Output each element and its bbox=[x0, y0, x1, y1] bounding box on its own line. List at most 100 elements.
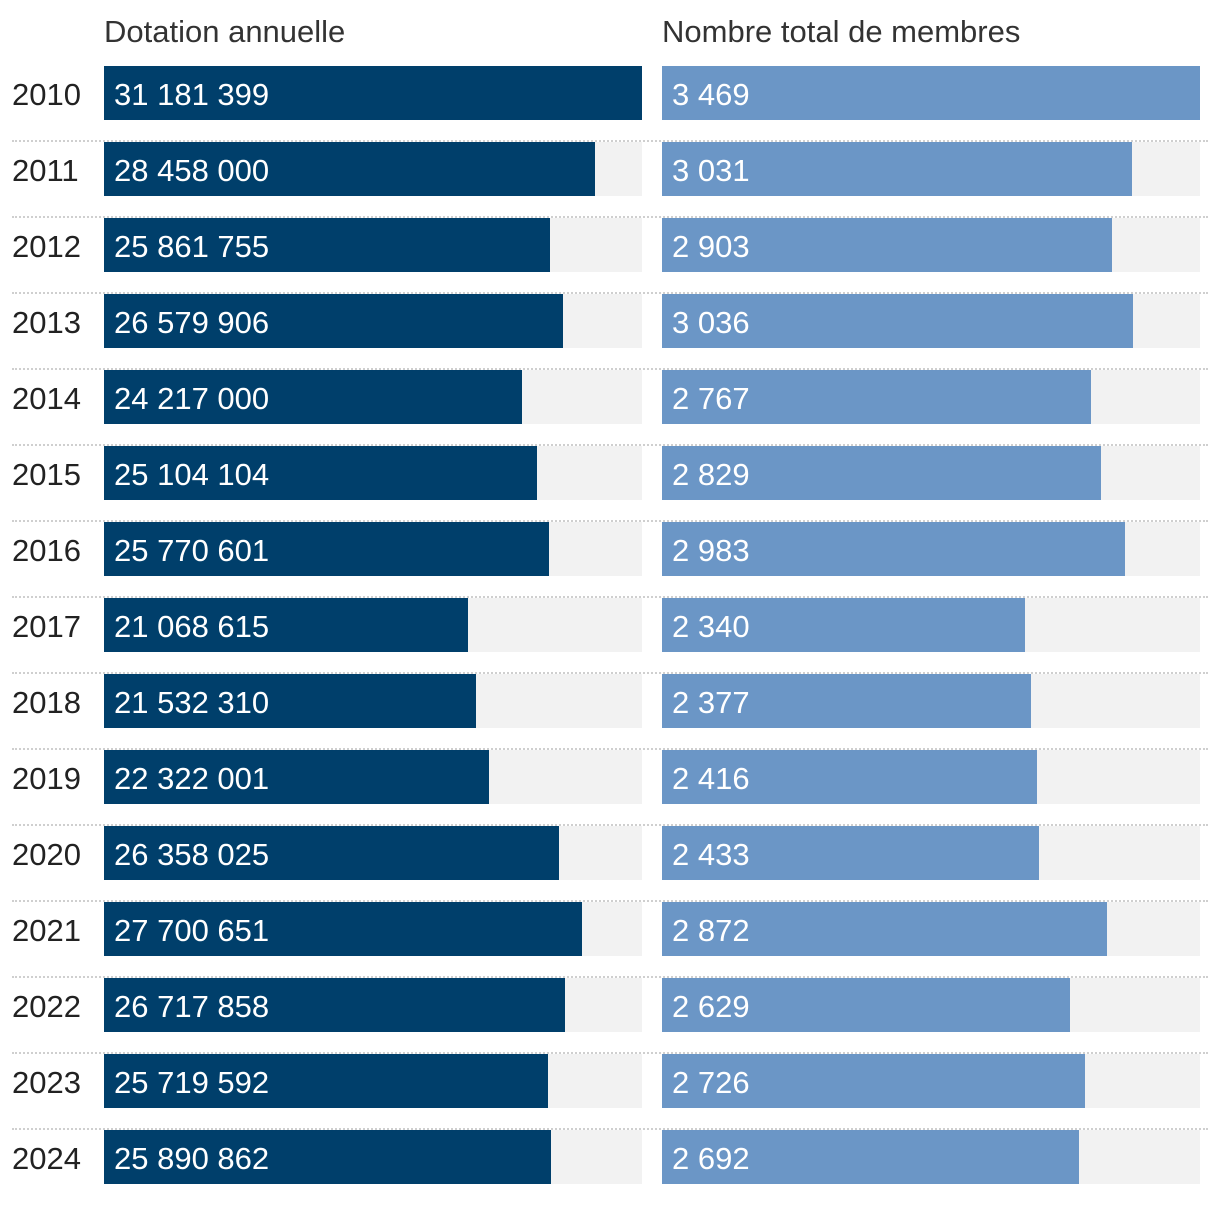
bar-membres bbox=[662, 826, 1039, 880]
bar-track: 2 433 bbox=[662, 826, 1200, 880]
value-label-dotation: 22 322 001 bbox=[114, 761, 270, 796]
bar-track: 2 872 bbox=[662, 902, 1200, 956]
row-2019: 2019 22 322 001 2 416 bbox=[12, 750, 1208, 826]
bar-track: 25 861 755 bbox=[104, 218, 642, 272]
value-label-dotation: 25 770 601 bbox=[114, 533, 270, 568]
bar-track: 2 416 bbox=[662, 750, 1200, 804]
row-2018: 2018 21 532 310 2 377 bbox=[12, 674, 1208, 750]
value-label-dotation: 26 717 858 bbox=[114, 989, 270, 1024]
row-2014: 2014 24 217 000 2 767 bbox=[12, 370, 1208, 446]
bar-track: 21 068 615 bbox=[104, 598, 642, 652]
row-separator bbox=[12, 1052, 1208, 1054]
bar-membres bbox=[662, 1130, 1079, 1184]
bar-membres bbox=[662, 674, 1031, 728]
row-separator bbox=[12, 976, 1208, 978]
row-separator bbox=[12, 748, 1208, 750]
bar-dotation bbox=[104, 598, 468, 652]
bar-track: 2 377 bbox=[662, 674, 1200, 728]
value-label-dotation: 21 068 615 bbox=[114, 609, 270, 644]
bar-track: 2 629 bbox=[662, 978, 1200, 1032]
row-2024: 2024 25 890 862 2 692 bbox=[12, 1130, 1208, 1206]
value-label-dotation: 26 358 025 bbox=[114, 837, 270, 872]
year-label: 2021 bbox=[12, 913, 81, 948]
row-2016: 2016 25 770 601 2 983 bbox=[12, 522, 1208, 598]
bar-dotation bbox=[104, 1130, 551, 1184]
bar-track: 25 719 592 bbox=[104, 1054, 642, 1108]
row-separator bbox=[12, 824, 1208, 826]
year-label: 2017 bbox=[12, 609, 81, 644]
bar-dotation bbox=[104, 446, 537, 500]
bar-dotation bbox=[104, 522, 549, 576]
bar-track: 25 104 104 bbox=[104, 446, 642, 500]
value-label-membres: 3 031 bbox=[672, 153, 750, 188]
bar-track: 26 579 906 bbox=[104, 294, 642, 348]
value-label-membres: 3 036 bbox=[672, 305, 750, 340]
year-label: 2014 bbox=[12, 381, 81, 416]
bar-track: 2 726 bbox=[662, 1054, 1200, 1108]
value-label-membres: 2 767 bbox=[672, 381, 750, 416]
bar-track: 2 692 bbox=[662, 1130, 1200, 1184]
year-label: 2018 bbox=[12, 685, 81, 720]
bar-track: 2 829 bbox=[662, 446, 1200, 500]
bar-track: 22 322 001 bbox=[104, 750, 642, 804]
row-2017: 2017 21 068 615 2 340 bbox=[12, 598, 1208, 674]
bar-dotation bbox=[104, 902, 582, 956]
year-label: 2010 bbox=[12, 77, 81, 112]
row-separator bbox=[12, 900, 1208, 902]
bar-track: 3 036 bbox=[662, 294, 1200, 348]
value-label-membres: 2 692 bbox=[672, 1141, 750, 1176]
value-label-membres: 2 433 bbox=[672, 837, 750, 872]
bar-membres bbox=[662, 446, 1101, 500]
row-2021: 2021 27 700 651 2 872 bbox=[12, 902, 1208, 978]
bar-track: 21 532 310 bbox=[104, 674, 642, 728]
bar-track: 25 890 862 bbox=[104, 1130, 642, 1184]
bar-track: 24 217 000 bbox=[104, 370, 642, 424]
bar-membres bbox=[662, 294, 1133, 348]
bar-dotation bbox=[104, 826, 559, 880]
value-label-membres: 2 872 bbox=[672, 913, 750, 948]
bar-track: 26 358 025 bbox=[104, 826, 642, 880]
row-2012: 2012 25 861 755 2 903 bbox=[12, 218, 1208, 294]
year-label: 2012 bbox=[12, 229, 81, 264]
value-label-membres: 2 416 bbox=[672, 761, 750, 796]
row-separator bbox=[12, 292, 1208, 294]
value-label-dotation: 25 719 592 bbox=[114, 1065, 270, 1100]
value-label-membres: 2 983 bbox=[672, 533, 750, 568]
bar-track: 2 340 bbox=[662, 598, 1200, 652]
value-label-dotation: 24 217 000 bbox=[114, 381, 270, 416]
row-separator bbox=[12, 140, 1208, 142]
value-label-membres: 2 340 bbox=[672, 609, 750, 644]
row-separator bbox=[12, 520, 1208, 522]
bar-track: 28 458 000 bbox=[104, 142, 642, 196]
value-label-membres: 2 726 bbox=[672, 1065, 750, 1100]
bar-membres bbox=[662, 522, 1125, 576]
bar-membres bbox=[662, 750, 1037, 804]
row-2011: 2011 28 458 000 3 031 bbox=[12, 142, 1208, 218]
value-label-membres: 2 903 bbox=[672, 229, 750, 264]
year-label: 2016 bbox=[12, 533, 81, 568]
value-label-dotation: 25 104 104 bbox=[114, 457, 270, 492]
row-separator bbox=[12, 596, 1208, 598]
value-label-dotation: 21 532 310 bbox=[114, 685, 270, 720]
year-label: 2023 bbox=[12, 1065, 81, 1100]
row-2022: 2022 26 717 858 2 629 bbox=[12, 978, 1208, 1054]
row-2010: 2010 31 181 399 3 469 bbox=[12, 66, 1208, 142]
value-label-dotation: 28 458 000 bbox=[114, 153, 270, 188]
value-label-dotation: 25 861 755 bbox=[114, 229, 270, 264]
bar-dotation bbox=[104, 674, 476, 728]
bar-membres bbox=[662, 978, 1070, 1032]
bar-track: 2 767 bbox=[662, 370, 1200, 424]
row-separator bbox=[12, 672, 1208, 674]
year-label: 2015 bbox=[12, 457, 81, 492]
row-separator bbox=[12, 216, 1208, 218]
bar-track: 26 717 858 bbox=[104, 978, 642, 1032]
year-label: 2020 bbox=[12, 837, 81, 872]
value-label-dotation: 27 700 651 bbox=[114, 913, 270, 948]
value-label-dotation: 31 181 399 bbox=[114, 77, 270, 112]
bar-dotation bbox=[104, 294, 563, 348]
bar-membres bbox=[662, 218, 1112, 272]
bar-track: 27 700 651 bbox=[104, 902, 642, 956]
value-label-membres: 2 377 bbox=[672, 685, 750, 720]
bar-track: 31 181 399 bbox=[104, 66, 642, 120]
